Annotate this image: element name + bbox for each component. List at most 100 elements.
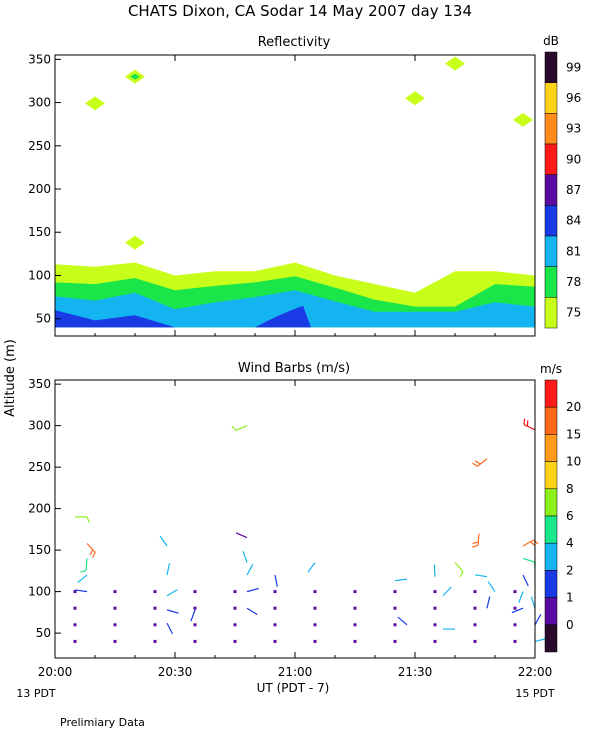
footer-note: Prelimiary Data [60,716,145,729]
calm-point [113,606,117,610]
wind-colorbar-swatch [544,570,558,598]
wind-barb-flag [533,539,539,545]
calm-point [433,590,437,594]
reflectivity-y-tick-label: 200 [28,182,51,196]
wind-colorbar-label: 1 [566,591,574,605]
wind-barb [235,425,248,431]
wind-barb-flag [231,425,237,431]
calm-point [73,639,77,643]
reflectivity-unit: dB [543,34,559,48]
calm-point [473,606,477,610]
wind-barb-flag [89,549,94,556]
wind-colorbar-label: 6 [566,509,574,523]
calm-point [233,639,237,643]
wind-plot-frame [54,379,536,659]
calm-point [153,623,157,627]
x-tick-label: 21:00 [278,665,313,679]
wind-colorbar-swatch [544,542,558,571]
calm-point [513,639,517,643]
wind-barb [486,596,491,609]
calm-point [273,606,277,610]
calm-point [113,623,117,627]
calm-point [233,606,237,610]
reflectivity-colorbar-swatch [544,113,558,145]
reflectivity-patch [405,91,425,106]
calm-point [313,639,317,643]
wind-unit: m/s [540,362,562,376]
wind-barb [487,581,496,592]
wind-barb-flag [459,571,464,578]
calm-point [273,639,277,643]
wind-y-tick-label: 150 [28,543,51,557]
wind-barb [190,609,196,622]
calm-point [353,639,357,643]
wind-barb [86,543,96,553]
wind-y-tick-label: 250 [28,460,51,474]
wind-barb [166,563,171,576]
wind-barb [433,564,436,577]
calm-point [313,590,317,594]
wind-barb [442,586,452,597]
wind-barb [307,562,316,573]
reflectivity-colorbar-swatch [544,174,558,206]
calm-point [193,606,197,610]
calm-point [433,639,437,643]
wind-barb [77,574,88,584]
reflectivity-title: Reflectivity [258,35,331,50]
calm-point [353,590,357,594]
wind-colorbar-swatch [544,434,558,462]
reflectivity-band-84-patch [255,305,311,328]
wind-y-tick-label: 100 [28,585,51,599]
calm-point [473,639,477,643]
calm-point [153,590,157,594]
reflectivity-colorbar-swatch [544,143,558,175]
reflectivity-colorbar-label: 81 [566,244,581,258]
reflectivity-colorbar-label: 99 [566,60,581,74]
wind-barb [511,607,524,614]
calm-point [273,623,277,627]
calm-point [393,606,397,610]
y-axis-label: Altitude (m) [3,339,18,417]
calm-point [473,623,477,627]
wind-colorbar-swatch [544,488,558,517]
reflectivity-patch-core [130,73,140,80]
reflectivity-patch [85,96,105,111]
wind-barb [75,589,88,593]
wind-colorbar-label: 15 [566,427,581,441]
wind-barb [274,574,278,587]
wind-barb [454,562,464,572]
calm-point [473,590,477,594]
wind-barb [166,609,179,614]
wind-colorbar-label: 8 [566,482,574,496]
reflectivity-patch [125,235,145,250]
wind-barb [518,591,524,604]
wind-colorbar-swatch [544,597,558,626]
calm-point [353,623,357,627]
calm-point [513,606,517,610]
reflectivity-patch [445,56,465,71]
wind-y-tick-label: 300 [28,419,51,433]
calm-point [73,590,77,594]
x-tick-label: 21:30 [398,665,433,679]
calm-point [153,639,157,643]
wind-barb [530,596,536,609]
wind-y-tick-label: 350 [28,377,51,391]
reflectivity-y-tick-label: 250 [28,139,51,153]
reflectivity-y-tick-label: 300 [28,96,51,110]
reflectivity-colorbar-swatch [544,82,558,114]
wind-barb-flag [529,541,536,546]
wind-barb [395,578,408,582]
reflectivity-colorbar-label: 87 [566,183,581,197]
wind-colorbar-swatch [544,515,558,544]
reflectivity-y-tick-label: 350 [28,52,51,66]
reflectivity-colorbar-swatch [544,51,558,83]
wind-colorbar-label: 0 [566,618,574,632]
x-tick-label: 20:30 [158,665,193,679]
reflectivity-panel: 50 100 150 200 250 300 350 [28,52,536,337]
calm-point [513,623,517,627]
wind-barb [477,458,488,467]
wind-colorbar-label: 20 [566,400,581,414]
calm-point [153,606,157,610]
chart-title: CHATS Dixon, CA Sodar 14 May 2007 day 13… [128,2,472,20]
